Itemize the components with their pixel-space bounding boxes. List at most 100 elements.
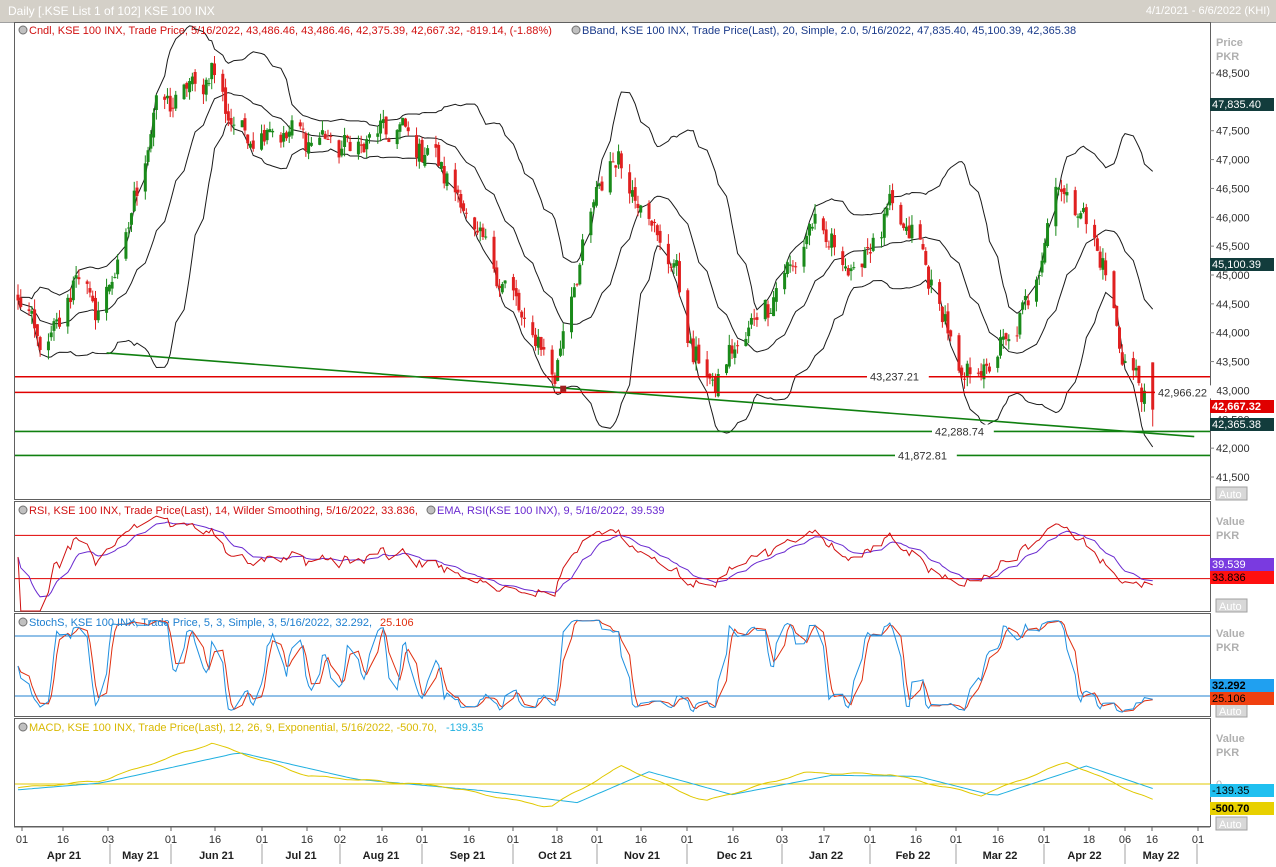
macd-legend: MACD, KSE 100 INX, Trade Price(Last), 12…: [29, 722, 437, 734]
candle: [367, 132, 371, 144]
candle: [246, 134, 250, 149]
x-month-label: Aug 21: [363, 850, 400, 862]
price-auto-button[interactable]: [1215, 486, 1248, 501]
candle: [287, 125, 291, 143]
stoch-axis-unit: PKR: [1216, 642, 1239, 654]
price-tick-label: 43,500: [1216, 357, 1250, 369]
badge-middle-text: 45,100.39: [1212, 259, 1261, 271]
badge-stoch-k-text: 32.292: [1212, 680, 1246, 692]
candle: [536, 328, 540, 355]
candle: [691, 330, 695, 365]
macd-auto-button[interactable]: [1215, 816, 1248, 831]
candle: [821, 216, 825, 235]
candle: [655, 223, 659, 242]
macd-axis-unit: PKR: [1216, 747, 1239, 759]
candle: [320, 120, 324, 136]
cndl-legend-icon[interactable]: [18, 25, 28, 35]
candle: [135, 180, 139, 206]
candle: [744, 332, 748, 347]
stoch-legend: StochS, KSE 100 INX, Trade Price, 5, 3, …: [29, 617, 372, 629]
candle: [725, 363, 729, 376]
macd-legend-icon[interactable]: [18, 722, 28, 732]
candle: [406, 121, 410, 136]
candle: [362, 142, 366, 153]
candle: [77, 269, 81, 285]
candle: [694, 336, 698, 371]
candle: [445, 171, 449, 191]
x-month-label: Apr 22: [1067, 850, 1101, 862]
candle: [1043, 238, 1047, 265]
candle: [938, 279, 942, 311]
candle: [417, 138, 421, 169]
candle: [19, 289, 23, 309]
candle: [561, 323, 565, 356]
x-day-label: 01: [16, 834, 28, 846]
candle: [442, 156, 446, 189]
candle: [232, 116, 236, 135]
candle: [74, 265, 78, 288]
candle: [105, 278, 109, 321]
rsi-ema-legend-icon[interactable]: [426, 505, 436, 515]
candle: [284, 130, 288, 141]
candle: [979, 363, 983, 381]
candle: [55, 312, 59, 329]
x-day-label: 16: [301, 834, 313, 846]
candle: [697, 338, 701, 365]
rsi-auto-button[interactable]: [1215, 598, 1248, 613]
candle: [647, 200, 651, 226]
candle: [619, 150, 623, 179]
candle: [924, 247, 928, 266]
stoch-legend-icon[interactable]: [18, 617, 28, 627]
x-day-label: 01: [864, 834, 876, 846]
candle: [381, 109, 385, 129]
candle: [1065, 183, 1069, 203]
trendline-handle[interactable]: [560, 385, 567, 392]
candle: [66, 294, 70, 334]
candle: [766, 300, 770, 327]
candle: [193, 69, 197, 92]
candle: [1101, 248, 1105, 280]
stoch-axis-title: Value: [1216, 628, 1245, 640]
candle: [578, 262, 582, 286]
candle: [730, 338, 734, 360]
badge-macd-signal: -139.35: [1210, 784, 1274, 797]
candle: [888, 184, 892, 211]
candle: [542, 338, 546, 356]
candle: [1001, 328, 1005, 349]
x-day-label: 06: [1119, 834, 1131, 846]
candle: [1076, 213, 1080, 228]
candle: [365, 135, 369, 159]
candle: [686, 288, 690, 348]
candle: [495, 260, 499, 289]
window-title: Daily [.KSE List 1 of 102] KSE 100 INX: [8, 4, 215, 18]
candle: [359, 135, 363, 154]
chart-svg[interactable]: Price PKR 48,50048,00047,50047,00046,500…: [0, 22, 1276, 867]
rsi-legend-icon[interactable]: [18, 505, 28, 515]
candle: [824, 221, 828, 248]
candle: [802, 238, 806, 273]
candle: [827, 240, 831, 250]
candle: [423, 147, 427, 168]
candle: [763, 299, 767, 322]
candle: [379, 113, 383, 142]
candle: [689, 334, 693, 344]
green-trendline[interactable]: [106, 352, 1195, 438]
x-month-label: Nov 21: [624, 850, 660, 862]
candle: [348, 135, 352, 152]
badge-upper-text: 47,835.40: [1212, 99, 1261, 111]
x-month-label: May 21: [122, 850, 159, 862]
candle: [1057, 186, 1061, 196]
candle: [168, 87, 172, 118]
candle: [522, 307, 526, 328]
candle: [608, 151, 612, 195]
candle: [907, 216, 911, 239]
candle: [395, 128, 399, 149]
price-tick-label: 43,000: [1216, 385, 1250, 397]
candle: [755, 312, 759, 327]
horizontal-lines: 43,237.21 42,966.22 42,288.74 41,872.81: [15, 369, 1217, 462]
price-panel-frame: [14, 22, 1211, 500]
candle: [1023, 289, 1027, 311]
stoch-auto-label: Auto: [1219, 706, 1242, 718]
candle: [268, 121, 272, 133]
bband-legend-icon[interactable]: [571, 25, 581, 35]
